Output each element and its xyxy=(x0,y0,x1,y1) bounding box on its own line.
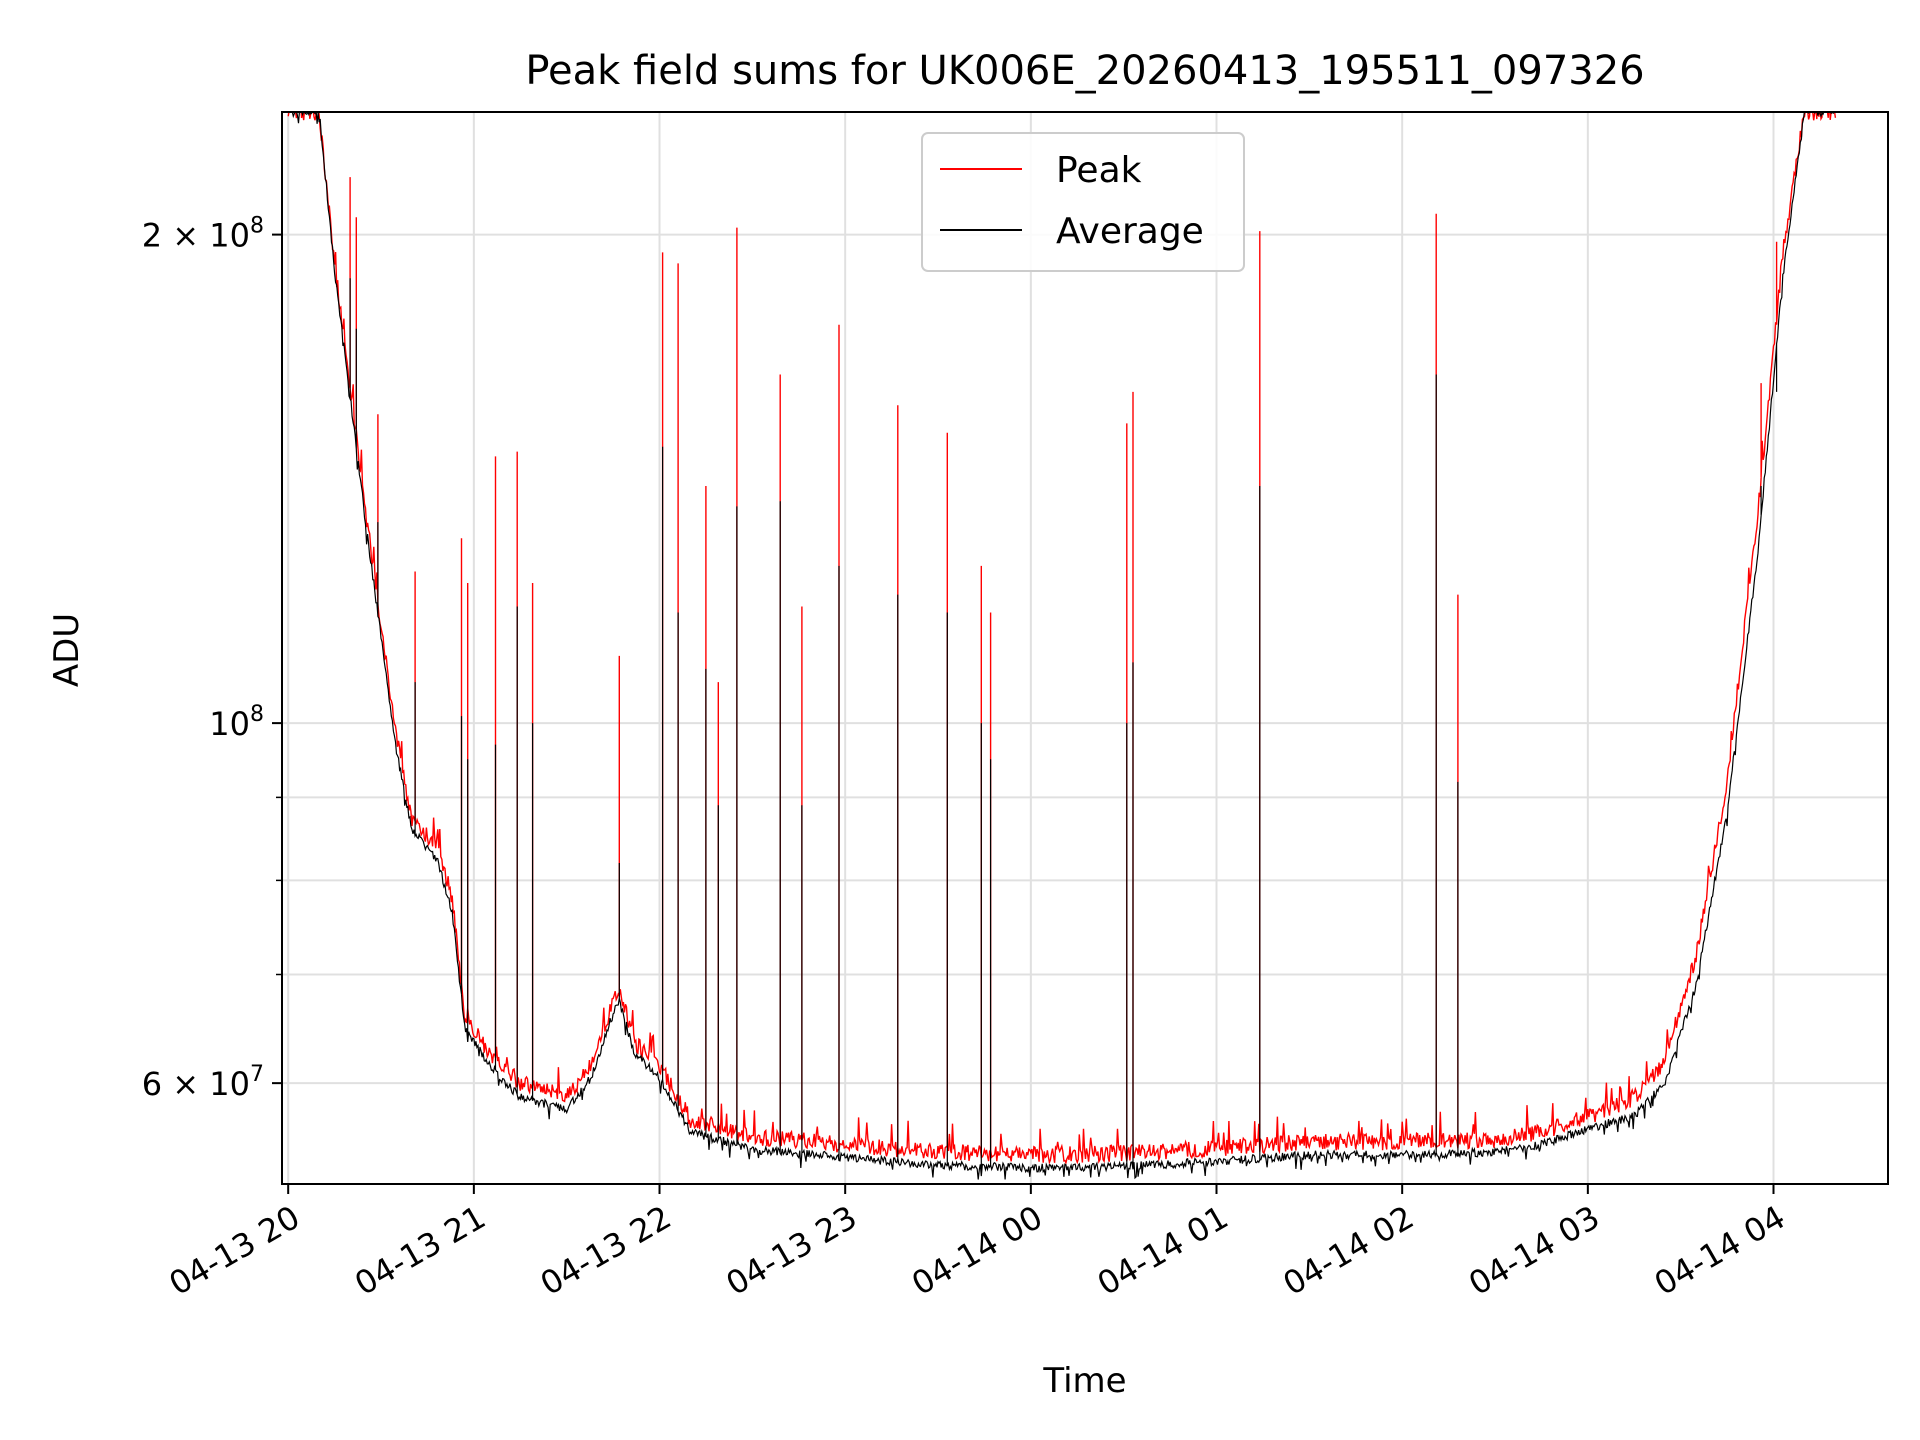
legend: Peak Average xyxy=(921,132,1245,272)
y-tick-label: 2 × 108 xyxy=(142,214,264,255)
legend-frame xyxy=(921,132,1245,272)
axes-frame xyxy=(281,111,1889,1185)
legend-average-label: Average xyxy=(1056,211,1204,252)
x-axis-label: Time xyxy=(1042,1361,1126,1401)
data-traces xyxy=(287,112,1837,1180)
y-axis-label: ADU xyxy=(47,613,87,687)
peak-series-line xyxy=(287,112,1837,1165)
chart-title: Peak field sums for UK006E_20260413_1955… xyxy=(525,48,1644,94)
y-tick-label: 6 × 107 xyxy=(142,1062,264,1103)
average-series-line xyxy=(291,112,1835,1180)
y-tick-label: 108 xyxy=(209,702,264,743)
legend-peak-label: Peak xyxy=(1056,150,1142,191)
